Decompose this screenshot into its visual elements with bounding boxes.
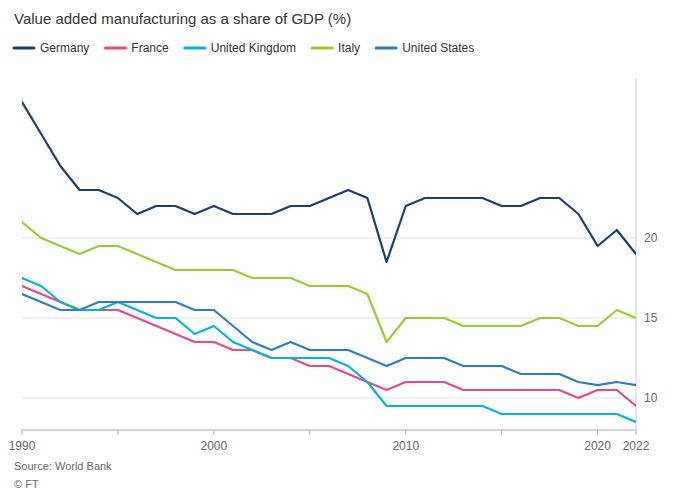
x-tick-label: 2020 <box>584 439 611 453</box>
annotation: © FT <box>14 478 39 490</box>
legend: Germany France United Kingdom Italy United S… <box>14 41 474 55</box>
legend-swatch <box>376 47 396 50</box>
y-tick-label: 20 <box>644 231 658 245</box>
x-tick <box>309 430 310 435</box>
grid-line <box>22 398 636 399</box>
x-tick <box>117 430 118 435</box>
x-tick <box>213 430 214 435</box>
annotation: Source: World Bank <box>14 460 112 472</box>
series-line <box>22 294 636 385</box>
legend-swatch <box>312 47 332 50</box>
lines <box>22 102 636 422</box>
x-tick <box>636 430 637 435</box>
x-tick <box>597 430 598 435</box>
x-tick-label: 2010 <box>392 439 419 453</box>
y-tick-label: 10 <box>644 391 658 405</box>
x-tick <box>405 430 406 435</box>
y-tick-label: 15 <box>644 311 658 325</box>
chart: Value added manufacturing as a share of … <box>0 0 700 500</box>
legend-label: Italy <box>338 41 360 55</box>
x-tick-label: 2000 <box>201 439 228 453</box>
x-axis-line <box>22 430 636 431</box>
x-tick <box>501 430 502 435</box>
x-tick <box>22 430 23 435</box>
legend-label: United Kingdom <box>211 41 296 55</box>
legend-swatch <box>105 47 125 50</box>
series-line <box>22 222 636 342</box>
legend-label: Germany <box>40 41 89 55</box>
legend-swatch <box>185 47 205 50</box>
title: Value added manufacturing as a share of … <box>14 10 351 27</box>
x-tick-label: 2022 <box>623 439 650 453</box>
legend-label: United States <box>402 41 474 55</box>
series-line <box>22 278 636 422</box>
legend-swatch <box>14 47 34 50</box>
x-tick-label: 1990 <box>9 439 36 453</box>
legend-label: France <box>131 41 169 55</box>
grid-line <box>22 238 636 239</box>
series-line <box>22 102 636 262</box>
